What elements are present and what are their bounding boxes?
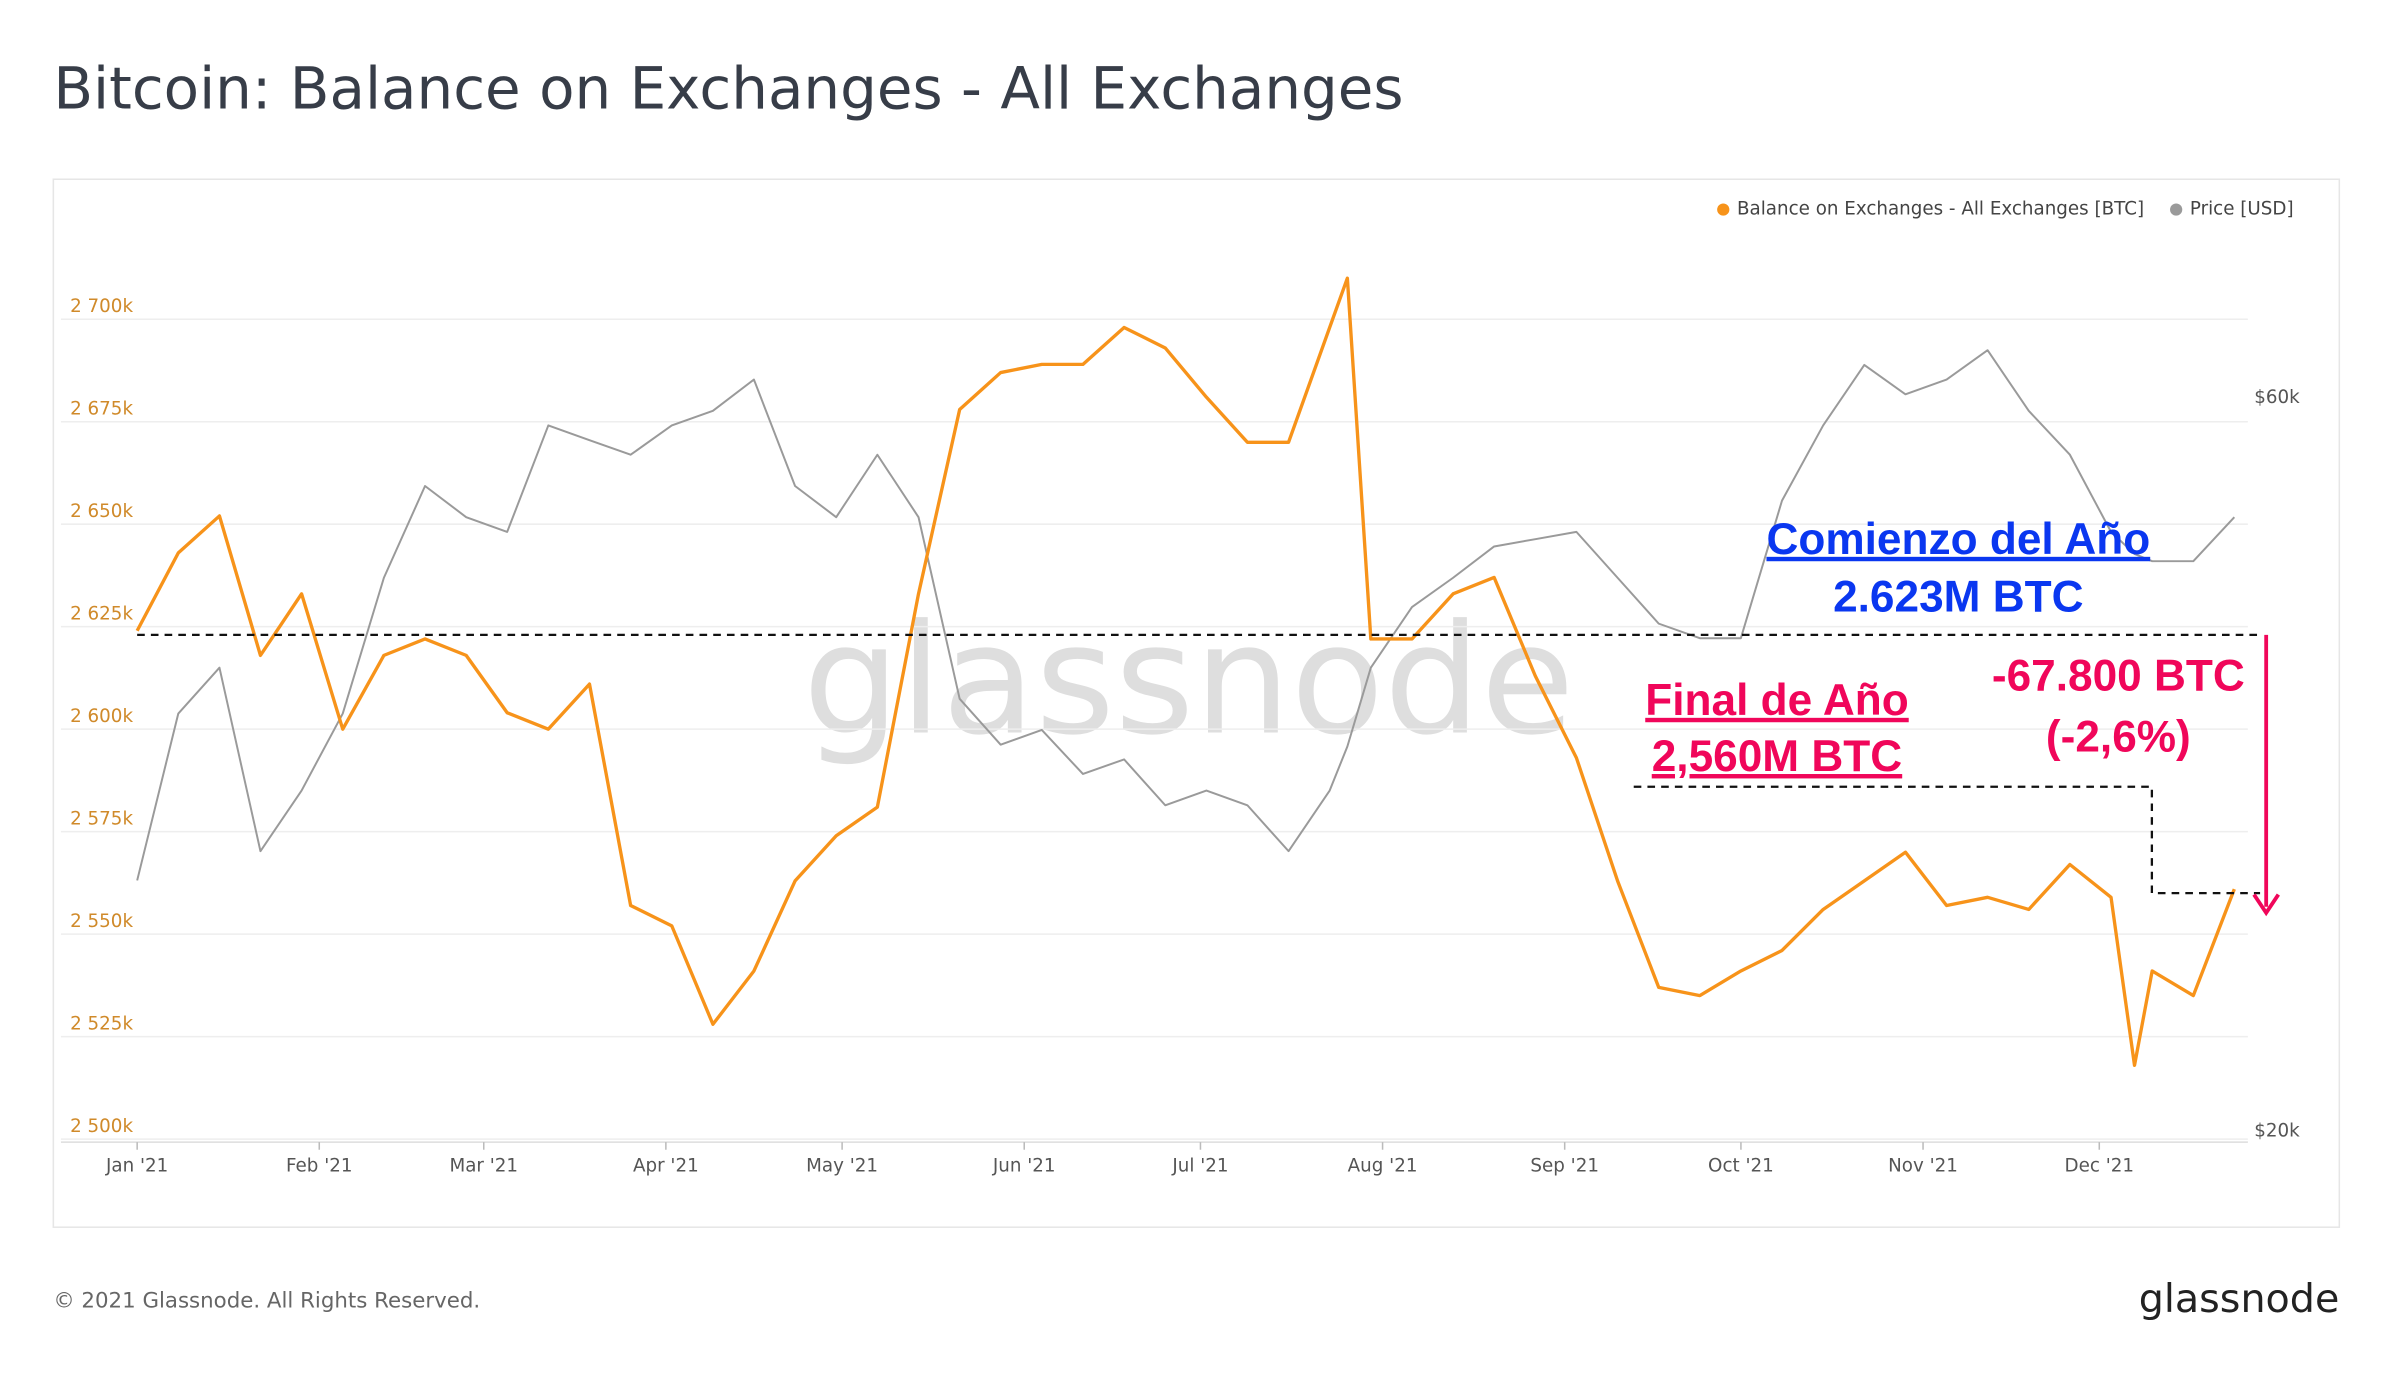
annotation-label: -67.800 BTC (1992, 652, 2245, 701)
chart-frame (52, 178, 2341, 1228)
legend-marker (1717, 203, 1730, 216)
y-tick-label: 2 500k (70, 1116, 133, 1137)
x-tick-label: Jun '21 (992, 1155, 1056, 1176)
reference-line (1633, 785, 2261, 895)
x-tick-label: Dec '21 (2065, 1155, 2134, 1176)
annotation-label: (-2,6%) (2046, 712, 2191, 761)
y-tick-label: 2 550k (70, 911, 133, 932)
y-tick-label: 2 525k (70, 1013, 133, 1034)
plot: 2 500k 2 525k 2 550k 2 575k 2 600k 2 625k 2 65… (60, 199, 2300, 1176)
x-tick-label: Apr '21 (633, 1155, 699, 1176)
legend-marker (2170, 203, 2183, 216)
y-tick-label: 2 650k (70, 501, 133, 522)
x-tick-label: Aug '21 (1348, 1155, 1418, 1176)
annotation-title: Comienzo del Año (1766, 515, 2150, 564)
y2-tick-label: $20k (2254, 1121, 2300, 1142)
series-line (135, 276, 2236, 1067)
y-tick-label: 2 600k (70, 706, 133, 727)
y-tick-label: 2 700k (70, 296, 133, 317)
legend-label: Price [USD] (2190, 199, 2294, 220)
y-tick-label: 2 625k (70, 604, 133, 625)
annotation-label: 2,560M BTC (1652, 732, 1902, 781)
logo: glassnode (2139, 1276, 2340, 1322)
annotation-label: 2.623M BTC (1833, 573, 2083, 622)
y2-tick-label: $60k (2254, 387, 2300, 408)
footer: © 2021 Glassnode. All Rights Reserved. (53, 1289, 480, 1314)
x-tick-label: Oct '21 (1708, 1155, 1774, 1176)
x-tick-label: Mar '21 (449, 1155, 518, 1176)
legend-label: Balance on Exchanges - All Exchanges [BT… (1737, 199, 2144, 220)
x-tick-label: Jan '21 (105, 1155, 168, 1176)
x-tick-label: Feb '21 (286, 1155, 352, 1176)
y-tick-label: 2 575k (70, 809, 133, 830)
y-tick-label: 2 675k (70, 399, 133, 420)
series-line (136, 349, 2236, 881)
x-tick-label: Nov '21 (1888, 1155, 1958, 1176)
annotation-title: Final de Año (1645, 676, 1908, 725)
arrow-head (2252, 893, 2280, 917)
x-tick-label: May '21 (806, 1155, 878, 1176)
watermark: glassnode (803, 592, 1575, 769)
chart-title: Bitcoin: Balance on Exchanges - All Exch… (53, 55, 1403, 123)
x-tick-label: Sep '21 (1530, 1155, 1599, 1176)
x-tick-label: Jul '21 (1171, 1155, 1228, 1176)
